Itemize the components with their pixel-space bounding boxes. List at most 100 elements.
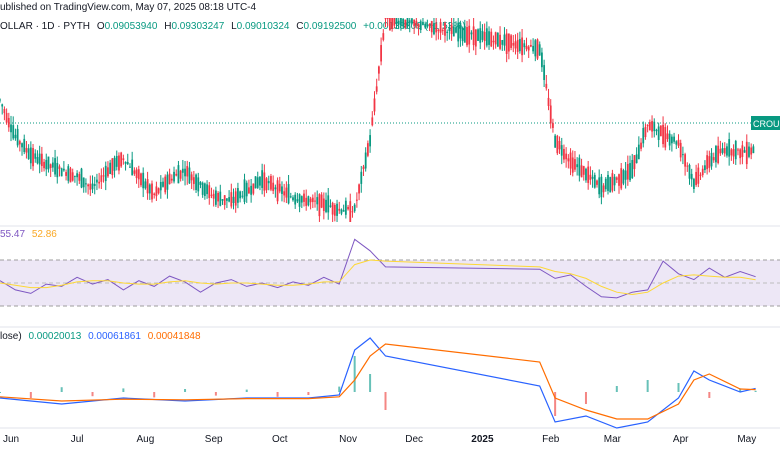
macd-histogram-bar xyxy=(739,388,742,392)
time-axis-label: Nov xyxy=(339,434,357,445)
candle-body xyxy=(507,33,510,52)
candle-body xyxy=(375,86,378,92)
candle-body xyxy=(389,18,391,31)
candle-body xyxy=(591,176,594,179)
macd-line xyxy=(0,337,756,429)
candle-body xyxy=(73,175,76,177)
candle-body xyxy=(29,147,32,164)
candle-body xyxy=(668,133,671,146)
candle-body xyxy=(219,191,222,206)
time-axis-label: Dec xyxy=(405,434,423,445)
candle-body xyxy=(673,136,675,142)
candle-body xyxy=(115,156,118,167)
candle-body xyxy=(461,27,464,42)
macd-histogram-bar xyxy=(122,388,125,392)
candle-body xyxy=(477,29,479,41)
candle-body xyxy=(175,173,178,176)
candle-body xyxy=(311,197,314,203)
candle-body xyxy=(58,166,61,169)
candle-body xyxy=(518,38,521,52)
candle-body xyxy=(203,183,206,197)
candle-body xyxy=(263,172,266,191)
candle-body xyxy=(93,184,96,186)
candle-body xyxy=(212,193,215,199)
candle-body xyxy=(728,139,731,157)
macd-histogram-bar xyxy=(584,392,587,404)
candle-body xyxy=(695,171,698,185)
time-axis-label: Apr xyxy=(673,434,689,445)
candle-body xyxy=(560,145,563,156)
candle-body xyxy=(201,182,204,195)
open-label: O xyxy=(96,21,105,32)
candle-body xyxy=(452,26,455,37)
candle-body xyxy=(704,165,706,171)
candle-body xyxy=(234,191,237,206)
macd-histogram-bar xyxy=(754,390,757,392)
candle-body xyxy=(1,104,4,107)
candle-body xyxy=(190,174,193,181)
candle-body xyxy=(699,174,702,176)
candle-body xyxy=(195,174,197,191)
candle-body xyxy=(342,210,345,212)
candle-body xyxy=(349,201,352,222)
candle-body xyxy=(307,196,310,206)
candle-body xyxy=(329,205,332,207)
candle-body xyxy=(413,19,416,26)
candle-body xyxy=(228,197,231,202)
candle-body xyxy=(552,123,554,128)
macd-signal-value: 0.00041848 xyxy=(147,331,201,342)
time-axis-label: Jul xyxy=(71,434,84,445)
candle-body xyxy=(91,183,94,190)
candle-body xyxy=(397,20,400,25)
candle-body xyxy=(488,31,490,45)
candle-body xyxy=(607,174,609,191)
candle-body xyxy=(32,148,34,167)
candle-body xyxy=(43,161,45,169)
candle-body xyxy=(3,109,6,114)
candle-body xyxy=(298,194,301,207)
candle-body xyxy=(173,171,175,182)
candle-body xyxy=(585,168,587,181)
candle-body xyxy=(71,172,74,181)
time-axis: Jun Jul Aug Sep Oct Nov Dec 2025 Feb Mar Apr May xyxy=(3,434,756,445)
macd-histogram-bar xyxy=(677,383,680,392)
candle-body xyxy=(723,148,726,154)
macd-hist-value: 0.00020013 xyxy=(28,331,82,342)
candles-group xyxy=(0,18,755,222)
candle-body xyxy=(232,196,235,204)
candle-body xyxy=(371,117,374,126)
candle-body xyxy=(281,186,283,194)
candle-body xyxy=(622,170,625,184)
low-value: 0.09010324 xyxy=(236,21,290,32)
close-label: C xyxy=(296,21,304,32)
candle-body xyxy=(254,176,257,189)
candle-body xyxy=(496,32,499,47)
candle-body xyxy=(76,173,79,178)
candle-body xyxy=(40,153,43,167)
time-axis-label: Sep xyxy=(205,434,223,445)
candle-body xyxy=(611,173,614,191)
candle-body xyxy=(576,164,579,168)
time-axis-label: 2025 xyxy=(471,434,494,445)
candle-body xyxy=(657,126,660,140)
candle-body xyxy=(124,161,127,164)
candle-body xyxy=(684,154,687,167)
time-axis-label: Oct xyxy=(272,434,288,445)
candle-body xyxy=(402,18,405,27)
candle-body xyxy=(230,192,233,207)
macd-histogram-bar xyxy=(245,389,248,392)
candle-body xyxy=(199,181,202,185)
candle-body xyxy=(424,23,427,28)
candle-body xyxy=(430,21,433,33)
candle-body xyxy=(604,178,607,190)
candle-body xyxy=(466,27,468,46)
macd-group xyxy=(0,337,757,429)
candle-body xyxy=(129,166,131,168)
candle-body xyxy=(646,124,649,127)
candle-body xyxy=(100,175,103,182)
candle-body xyxy=(316,197,319,205)
candle-body xyxy=(369,135,371,147)
candle-body xyxy=(721,148,724,153)
candle-body xyxy=(446,31,449,33)
candle-body xyxy=(593,174,596,188)
